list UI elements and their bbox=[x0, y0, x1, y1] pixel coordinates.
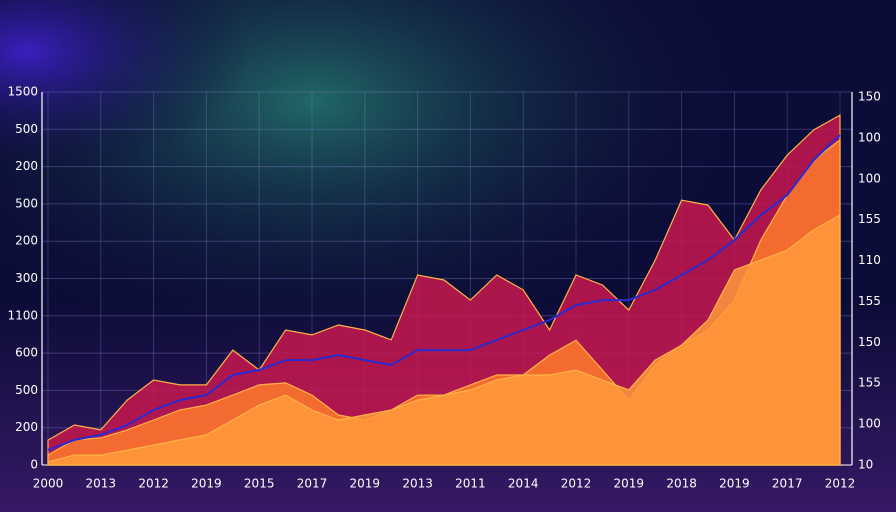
y-tick-label: 600 bbox=[15, 346, 38, 360]
x-tick-label: 2019 bbox=[719, 477, 750, 491]
y2-tick-label: 100 bbox=[858, 171, 881, 185]
y2-tick-label: 155 bbox=[858, 376, 881, 390]
y-tick-label: 200 bbox=[15, 234, 38, 248]
x-tick-label: 2012 bbox=[561, 477, 592, 491]
y2-tick-label: 155 bbox=[858, 294, 881, 308]
x-tick-label: 2019 bbox=[191, 477, 222, 491]
x-tick-label: 2012 bbox=[138, 477, 169, 491]
x-tick-label: 2013 bbox=[86, 477, 117, 491]
y2-tick-label: 100 bbox=[858, 130, 881, 144]
y-tick-label: 1500 bbox=[7, 85, 38, 99]
y-tick-label: 500 bbox=[15, 196, 38, 210]
x-tick-label: 2017 bbox=[297, 477, 328, 491]
y2-tick-label: 150 bbox=[858, 335, 881, 349]
x-tick-label: 2017 bbox=[772, 477, 803, 491]
y2-tick-label: 150 bbox=[858, 90, 881, 104]
y-tick-label: 1100 bbox=[7, 308, 38, 322]
x-tick-label: 2018 bbox=[666, 477, 697, 491]
area bbox=[47, 214, 841, 466]
y-tick-label: 200 bbox=[15, 420, 38, 434]
x-tick-label: 2012 bbox=[825, 477, 856, 491]
y-tick-label: 500 bbox=[15, 122, 38, 136]
x-tick-label: 2013 bbox=[402, 477, 433, 491]
y2-tick-label: 100 bbox=[858, 417, 881, 431]
y-tick-label: 300 bbox=[15, 271, 38, 285]
x-tick-label: 2015 bbox=[244, 477, 275, 491]
x-tick-label: 2014 bbox=[508, 477, 539, 491]
x-tick-label: 2019 bbox=[350, 477, 381, 491]
plot: 1500500200500200300110060050020001501001… bbox=[7, 85, 880, 491]
x-tick-label: 2000 bbox=[33, 477, 64, 491]
y2-tick-label: 110 bbox=[858, 253, 881, 267]
y2-tick-label: 10 bbox=[858, 458, 873, 472]
x-tick-label: 2011 bbox=[455, 477, 486, 491]
y-tick-label: 200 bbox=[15, 159, 38, 173]
y2-tick-label: 155 bbox=[858, 212, 881, 226]
line bbox=[47, 134, 841, 452]
y-tick-label: 0 bbox=[30, 458, 38, 472]
y-tick-label: 500 bbox=[15, 383, 38, 397]
x-tick-label: 2019 bbox=[614, 477, 645, 491]
